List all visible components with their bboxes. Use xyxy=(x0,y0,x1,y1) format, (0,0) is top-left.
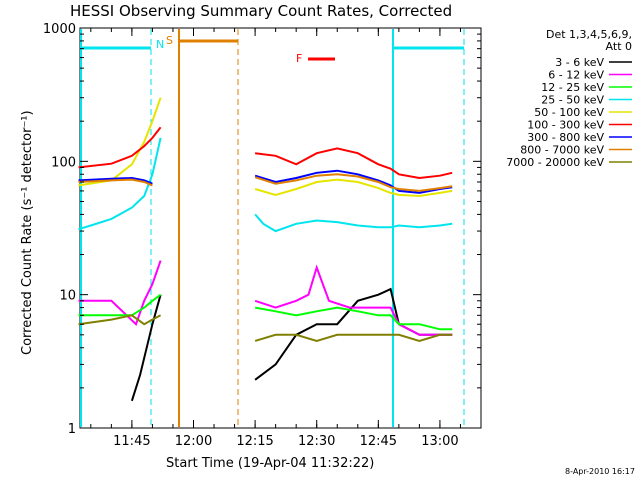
legend-label: 300 - 800 keV xyxy=(527,131,604,144)
legend-label: 25 - 50 keV xyxy=(541,94,604,107)
series-line-4 xyxy=(78,137,162,231)
series-line-3 xyxy=(254,306,453,331)
x-tick-label: 13:00 xyxy=(421,434,458,449)
legend-label: 800 - 7000 keV xyxy=(520,144,604,157)
series-line-1 xyxy=(130,294,162,402)
series-line-7 xyxy=(78,176,153,185)
legend-label: 6 - 12 keV xyxy=(548,69,604,82)
series-line-3 xyxy=(78,293,162,317)
x-tick-label: 12:45 xyxy=(360,434,397,449)
series-line-2 xyxy=(254,264,453,336)
saa-marker-s: S xyxy=(166,34,173,47)
series-line-7 xyxy=(254,169,453,194)
y-tick-label: 1000 xyxy=(43,22,76,37)
series-line-6 xyxy=(254,147,453,180)
legend-label: 3 - 6 keV xyxy=(555,56,604,69)
footer-date: 8-Apr-2010 16:17 xyxy=(565,467,635,476)
flare-marker-f: F xyxy=(296,52,302,65)
y-tick-label: 1 xyxy=(68,422,76,437)
legend-label: 7000 - 20000 keV xyxy=(506,156,604,169)
series-line-4 xyxy=(254,213,453,233)
series-line-2 xyxy=(78,260,162,326)
x-tick-label: 12:00 xyxy=(175,434,212,449)
y-tick-label: 100 xyxy=(51,155,76,170)
legend-label: 12 - 25 keV xyxy=(541,81,604,94)
x-tick-label: 11:45 xyxy=(113,434,150,449)
x-axis: 11:45 12:00 12:15 12:30 12:45 13:00 xyxy=(90,28,461,449)
legend-label: 100 - 300 keV xyxy=(527,119,604,132)
legend-header-line-1: Det 1,3,4,5,6,9, xyxy=(546,28,632,41)
series-layer xyxy=(78,97,453,402)
night-marker-n: N xyxy=(156,38,164,51)
series-line-8 xyxy=(78,178,153,187)
legend-header-line-2: Att 0 xyxy=(606,40,632,53)
series-line-9 xyxy=(254,333,453,342)
observing-regions: N S F xyxy=(80,29,465,427)
series-line-9 xyxy=(78,314,162,326)
x-tick-label: 12:30 xyxy=(298,434,335,449)
series-line-5 xyxy=(254,178,453,198)
y-axis: 1 10 100 1000 xyxy=(43,22,481,437)
legend-label: 50 - 100 keV xyxy=(534,106,604,119)
series-line-8 xyxy=(254,173,453,192)
x-axis-label: Start Time (19-Apr-04 11:32:22) xyxy=(166,456,374,471)
y-axis-label: Corrected Count Rate (s⁻¹ detector⁻¹) xyxy=(20,110,35,355)
x-tick-label: 12:15 xyxy=(236,434,273,449)
series-line-6 xyxy=(78,126,162,169)
y-tick-label: 10 xyxy=(59,289,76,304)
chart-title: HESSI Observing Summary Count Rates, Cor… xyxy=(70,2,452,20)
